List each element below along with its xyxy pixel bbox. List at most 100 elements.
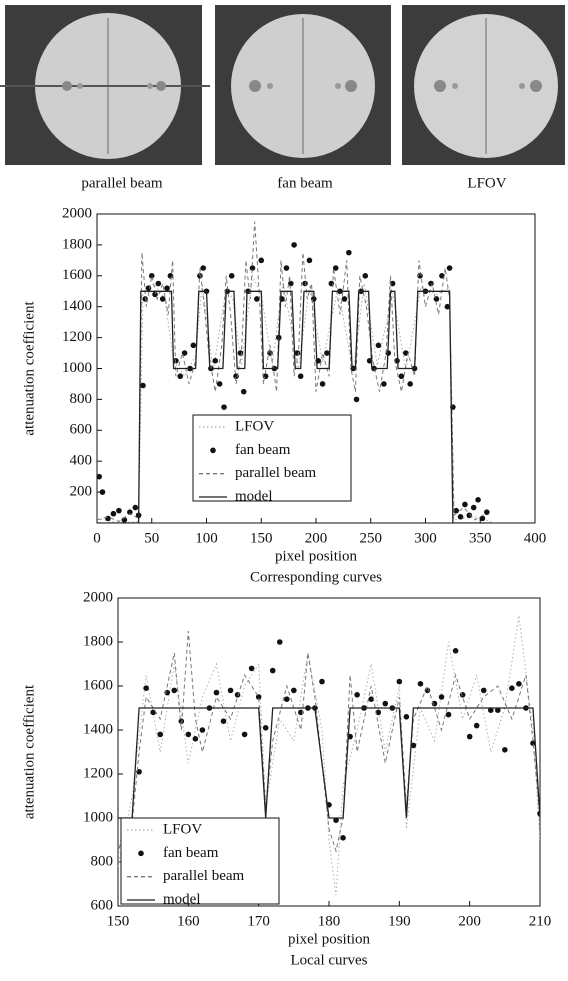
- data-point: [177, 373, 184, 380]
- data-point: [288, 280, 294, 287]
- data-point: [159, 296, 166, 302]
- data-point: [234, 692, 241, 698]
- legend-box: [192, 414, 352, 502]
- data-point: [221, 404, 227, 410]
- data-point: [466, 733, 473, 740]
- data-point: [140, 382, 146, 389]
- x-tick-label: 50: [144, 530, 159, 546]
- data-point: [438, 694, 445, 700]
- data-point: [346, 249, 352, 256]
- data-point: [294, 350, 301, 356]
- data-point: [192, 736, 199, 742]
- data-point: [319, 678, 325, 685]
- data-point: [375, 709, 382, 716]
- data-point: [178, 718, 185, 724]
- data-point: [452, 648, 459, 654]
- chart-caption: Local curves: [290, 952, 367, 968]
- data-point: [368, 696, 375, 702]
- x-tick-label: 160: [177, 913, 200, 929]
- data-point: [407, 381, 413, 387]
- data-point: [283, 265, 290, 271]
- data-point: [381, 381, 387, 387]
- x-axis-label: pixel position: [288, 931, 371, 947]
- data-point: [276, 639, 283, 645]
- x-tick-label: 300: [414, 530, 437, 546]
- data-point: [148, 273, 155, 279]
- data-point: [213, 689, 220, 696]
- data-point: [171, 687, 178, 694]
- data-point: [319, 381, 326, 387]
- image-caption: parallel beam: [81, 175, 163, 191]
- legend-label: LFOV: [235, 418, 274, 434]
- data-point: [227, 687, 234, 694]
- data-point: [302, 280, 308, 287]
- data-point: [97, 473, 102, 480]
- insert: [147, 83, 153, 89]
- data-point: [200, 265, 207, 271]
- x-tick-label: 200: [305, 530, 328, 546]
- y-tick-label: 1000: [62, 360, 92, 376]
- x-tick-label: 100: [195, 530, 218, 546]
- data-point: [475, 497, 481, 503]
- data-point: [127, 509, 133, 515]
- data-point: [428, 280, 434, 287]
- x-tick-label: 250: [360, 530, 383, 546]
- data-point: [457, 514, 464, 520]
- insert: [267, 83, 273, 89]
- data-point: [291, 687, 297, 694]
- data-point: [516, 681, 522, 687]
- y-tick-label: 2000: [62, 205, 92, 221]
- data-point: [470, 504, 477, 511]
- data-point: [439, 273, 445, 279]
- y-axis-label: attenuation coefficient: [21, 684, 37, 819]
- data-point: [530, 740, 536, 746]
- data-point: [509, 685, 515, 691]
- insert: [77, 83, 83, 89]
- data-point: [333, 817, 339, 823]
- data-point: [462, 501, 468, 508]
- series-line: [118, 630, 540, 856]
- x-tick-label: 150: [250, 530, 273, 546]
- y-tick-label: 600: [91, 897, 114, 913]
- y-tick-label: 800: [70, 391, 93, 407]
- data-point: [164, 689, 171, 696]
- x-axis-label: pixel position: [275, 548, 358, 564]
- data-point: [297, 373, 304, 380]
- data-point: [402, 350, 409, 356]
- data-point: [354, 692, 360, 698]
- phantom-images: [0, 5, 565, 165]
- data-point: [199, 727, 206, 733]
- legend-swatch: [210, 447, 216, 454]
- y-tick-label: 1800: [62, 236, 92, 252]
- data-point: [110, 510, 117, 517]
- x-tick-label: 0: [93, 530, 101, 546]
- insert: [345, 80, 357, 92]
- data-point: [453, 507, 459, 514]
- x-tick-label: 200: [458, 913, 481, 929]
- y-tick-label: 1800: [83, 633, 113, 649]
- data-point: [487, 707, 494, 713]
- data-point: [143, 685, 149, 691]
- legend-swatch: [138, 850, 144, 857]
- image-caption: fan beam: [277, 175, 333, 191]
- data-point: [167, 273, 174, 279]
- x-tick-label: 210: [529, 913, 552, 929]
- data-point: [190, 342, 197, 349]
- insert: [62, 81, 72, 91]
- legend-label: fan beam: [163, 845, 219, 861]
- data-point: [410, 742, 417, 749]
- data-point: [502, 747, 508, 753]
- data-point: [267, 350, 273, 356]
- plot-area: [97, 221, 492, 523]
- legend-label: parallel beam: [235, 465, 317, 481]
- data-point: [473, 722, 480, 729]
- y-tick-label: 200: [70, 484, 93, 500]
- y-tick-label: 400: [70, 453, 93, 469]
- x-tick-label: 400: [524, 530, 547, 546]
- legend-box: [120, 817, 280, 905]
- data-point: [382, 700, 389, 707]
- data-point: [240, 388, 247, 395]
- insert: [519, 83, 525, 89]
- data-point: [396, 678, 403, 685]
